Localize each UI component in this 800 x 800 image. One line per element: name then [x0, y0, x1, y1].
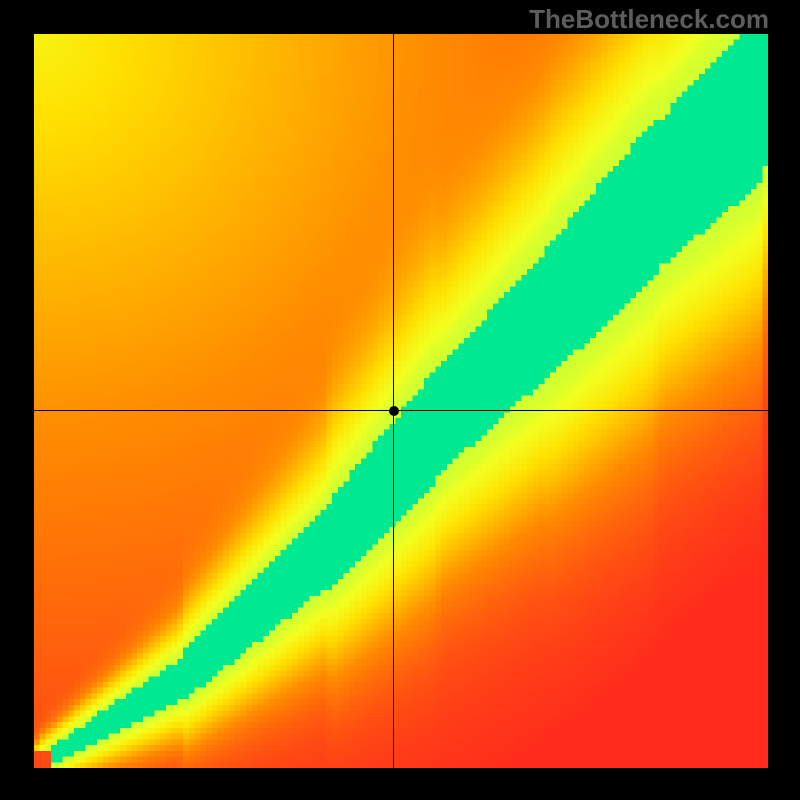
crosshair-marker: [389, 406, 399, 416]
watermark-text: TheBottleneck.com: [529, 4, 769, 35]
crosshair-vertical: [393, 34, 394, 768]
crosshair-horizontal: [34, 410, 768, 411]
chart-container: { "canvas": { "outer_width": 800, "outer…: [0, 0, 800, 800]
bottleneck-heatmap: [34, 34, 768, 768]
